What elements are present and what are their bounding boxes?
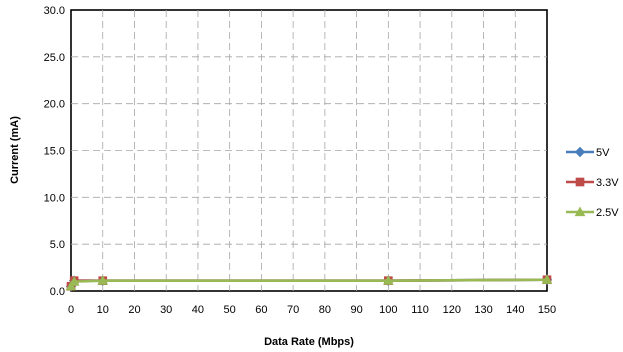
x-tick-label: 120 [443, 304, 461, 316]
y-tick-label: 10.0 [44, 192, 65, 204]
x-tick-label: 70 [287, 304, 299, 316]
legend-item: 3.3V [566, 177, 619, 189]
x-tick-label: 60 [255, 304, 267, 316]
x-tick-label: 110 [411, 304, 429, 316]
x-axis-title: Data Rate (Mbps) [264, 336, 354, 348]
y-axis-title: Current (mA) [9, 116, 21, 184]
data-point [382, 275, 394, 285]
x-tick-label: 80 [319, 304, 331, 316]
legend-marker [574, 146, 586, 158]
legend: 5V 3.3V 2.5V [566, 146, 619, 219]
x-tick-label: 100 [379, 304, 397, 316]
y-axis-ticks: 0.0 5.0 10.0 15.0 20.0 25.0 30.0 [44, 5, 65, 298]
y-tick-label: 0.0 [50, 286, 65, 298]
data-point [541, 274, 553, 284]
legend-marker [574, 206, 586, 217]
y-tick-label: 5.0 [50, 239, 65, 251]
legend-item: 5V [566, 146, 610, 159]
series-2-5v [65, 274, 553, 291]
legend-marker [575, 177, 585, 187]
x-tick-label: 150 [538, 304, 556, 316]
x-tick-label: 20 [128, 304, 140, 316]
data-point [97, 275, 109, 285]
x-axis-ticks: 0 10 20 30 40 50 60 70 80 90 100 110 120 130 140 150 [68, 304, 556, 316]
x-tick-label: 130 [474, 304, 492, 316]
x-tick-label: 0 [68, 304, 74, 316]
x-tick-label: 40 [192, 304, 204, 316]
legend-label: 3.3V [596, 177, 619, 189]
legend-label: 2.5V [596, 207, 619, 219]
y-tick-label: 25.0 [44, 52, 65, 64]
legend-item: 2.5V [566, 206, 619, 219]
x-tick-label: 50 [224, 304, 236, 316]
x-tick-label: 10 [97, 304, 109, 316]
x-tick-label: 140 [506, 304, 524, 316]
y-tick-label: 15.0 [44, 146, 65, 158]
data-point [68, 276, 80, 286]
y-tick-label: 20.0 [44, 99, 65, 111]
x-tick-label: 90 [350, 304, 362, 316]
legend-label: 5V [596, 147, 610, 159]
x-tick-label: 30 [160, 304, 172, 316]
series-layer [65, 274, 553, 292]
data-point [65, 280, 77, 291]
gridlines [71, 10, 547, 291]
y-tick-label: 30.0 [44, 5, 65, 17]
